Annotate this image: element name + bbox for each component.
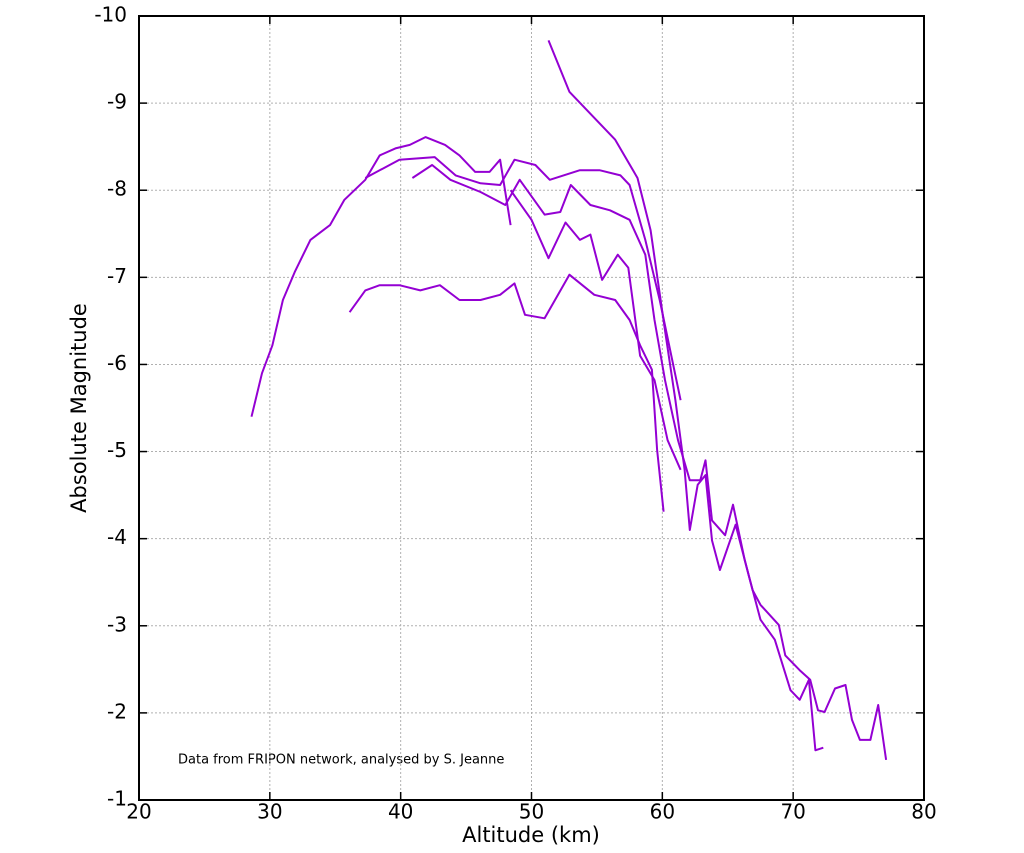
- x-tick-label: 40: [388, 800, 413, 824]
- y-tick-label: -4: [107, 525, 127, 549]
- data-line: [348, 273, 665, 512]
- data-line: [364, 156, 682, 401]
- x-tick-label: 80: [911, 800, 936, 824]
- y-axis-title: Absolute Magnitude: [67, 303, 91, 513]
- data-line: [250, 136, 512, 417]
- y-tick-label: -2: [107, 699, 127, 723]
- y-tick-label: -7: [107, 264, 127, 288]
- y-tick-label: -9: [107, 90, 127, 114]
- data-line: [547, 40, 824, 752]
- data-line: [411, 164, 888, 761]
- plot-frame: [138, 15, 925, 801]
- x-tick-label: 70: [780, 800, 805, 824]
- y-tick-label: -3: [107, 612, 127, 636]
- y-tick-label: -1: [107, 787, 127, 811]
- x-tick-label: 30: [257, 800, 282, 824]
- x-axis-title: Altitude (km): [462, 823, 600, 847]
- data-line: [509, 189, 682, 471]
- y-tick-label: -6: [107, 351, 127, 375]
- y-tick-label: -5: [107, 438, 127, 462]
- x-tick-label: 20: [126, 800, 151, 824]
- x-tick-label: 50: [519, 800, 544, 824]
- y-tick-label: -8: [107, 177, 127, 201]
- y-tick-label: -10: [94, 3, 127, 27]
- x-tick-label: 60: [650, 800, 675, 824]
- annotation: Data from FRIPON network, analysed by S.…: [178, 753, 504, 768]
